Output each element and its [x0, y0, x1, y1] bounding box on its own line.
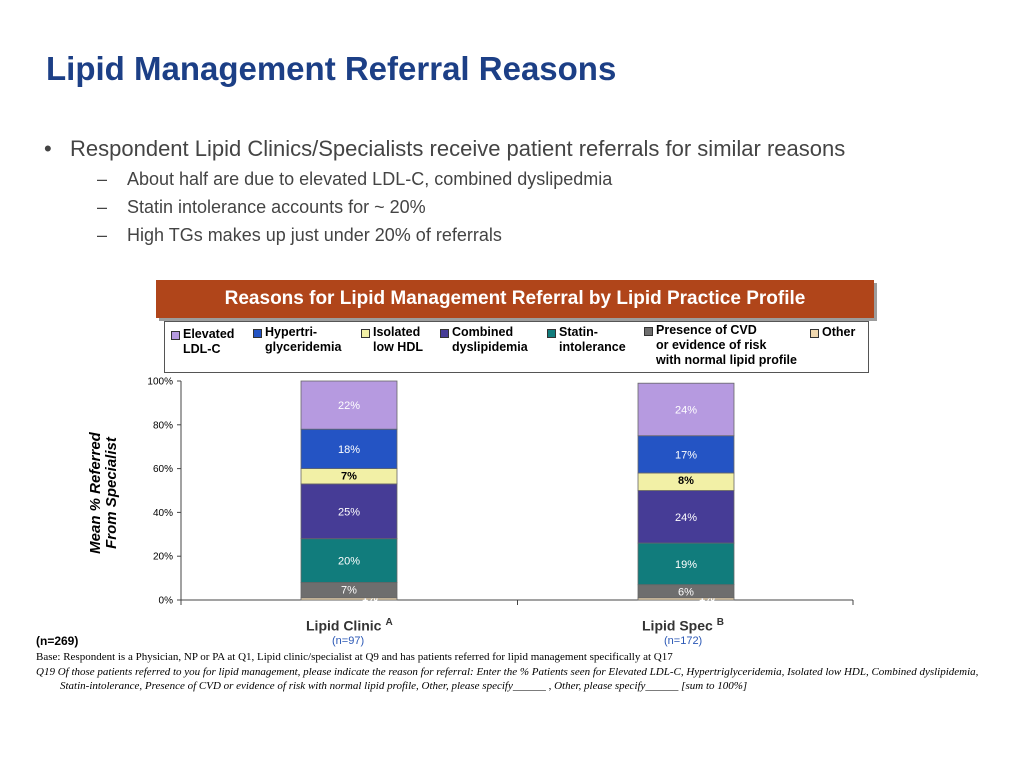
- sub-bullet-marker: –: [97, 197, 108, 217]
- legend-swatch: [171, 331, 180, 340]
- legend-swatch: [440, 329, 449, 338]
- bar-data-label: 8%: [678, 475, 694, 487]
- bar-data-label: 24%: [675, 404, 697, 416]
- sub-bullet-marker: –: [97, 225, 108, 245]
- legend-swatch: [361, 329, 370, 338]
- bar-data-label: 7%: [341, 584, 357, 596]
- sub-bullet-text: Statin intolerance accounts for ~ 20%: [127, 197, 426, 217]
- legend-item-hypertriglyceridemia: Hypertri-glyceridemia: [253, 325, 341, 355]
- y-tick-label: 20%: [153, 552, 173, 563]
- bar-segment: [300, 428, 398, 469]
- question-note: Q19 Of those patients referred to you fo…: [36, 666, 979, 692]
- y-tick-label: 0%: [159, 596, 174, 607]
- bar-data-label: 18%: [338, 444, 360, 456]
- x-category-n: (n=97): [332, 635, 365, 647]
- chart-legend: Elevated LDL-C Hypertri-glyceridemia Isol…: [164, 321, 869, 373]
- bar-segment: [300, 483, 398, 540]
- bar-data-label: 7%: [341, 471, 357, 483]
- y-tick-label: 100%: [147, 377, 173, 388]
- x-category-label: Lipid Clinic: [306, 617, 382, 634]
- legend-label: Elevated LDL-C: [183, 327, 235, 356]
- slide-title: Lipid Management Referral Reasons: [46, 50, 617, 87]
- legend-item-statin-intolerance: Statin-intolerance: [547, 325, 626, 355]
- legend-item-cvd-risk: Presence of CVD or evidence of risk with n…: [644, 323, 797, 368]
- bar-data-label: 17%: [675, 449, 697, 461]
- bar-segment: [300, 380, 398, 430]
- legend-item-isolated-low-hdl: Isolated low HDL: [361, 325, 423, 355]
- legend-swatch: [644, 327, 653, 336]
- legend-label: Combined dyslipidemia: [452, 325, 528, 354]
- legend-label: Presence of CVD or evidence of risk with n…: [656, 323, 797, 367]
- legend-swatch: [810, 329, 819, 338]
- bar-data-label: 22%: [338, 400, 360, 412]
- y-tick-label: 40%: [153, 508, 173, 519]
- y-tick-label: 60%: [153, 464, 173, 475]
- bullet-item: • Respondent Lipid Clinics/Specialists re…: [44, 136, 1014, 162]
- bar-data-label: 6%: [678, 587, 694, 599]
- bar-segment: [637, 382, 735, 437]
- sub-bullet-text: High TGs makes up just under 20% of refe…: [127, 225, 502, 245]
- legend-item-combined-dyslipidemia: Combined dyslipidemia: [440, 325, 528, 355]
- bullet-text: Respondent Lipid Clinics/Specialists rec…: [70, 136, 846, 161]
- legend-label: Other: [822, 325, 856, 339]
- bullet-list: • Respondent Lipid Clinics/Specialists re…: [44, 136, 1014, 246]
- legend-label: Hypertri-glyceridemia: [265, 325, 342, 354]
- y-tick-label: 80%: [153, 420, 173, 431]
- bar-segment: [637, 435, 735, 474]
- base-note: Base: Respondent is a Physician, NP or P…: [36, 651, 673, 663]
- x-category-lipid-clinic: Lipid Clinic A: [306, 617, 393, 634]
- bar-segment: [637, 490, 735, 544]
- sub-bullet-item: – Statin intolerance accounts for ~ 20%: [97, 197, 1014, 218]
- legend-label: Statin-intolerance: [559, 325, 626, 354]
- legend-label: Isolated low HDL: [373, 325, 423, 354]
- x-category-lipid-spec: Lipid Spec B: [642, 617, 724, 634]
- x-category-n: (n=172): [664, 635, 703, 647]
- legend-swatch: [547, 329, 556, 338]
- x-category-superscript: A: [385, 617, 393, 628]
- sub-bullet-item: – About half are due to elevated LDL-C, c…: [97, 169, 1014, 190]
- legend-item-elevated-ldl: Elevated LDL-C: [171, 327, 234, 357]
- legend-item-other: Other: [810, 325, 855, 340]
- bar-data-label: 25%: [338, 506, 360, 518]
- bar-data-label: 19%: [675, 559, 697, 571]
- footnote: (n=269) Base: Respondent is a Physician,…: [36, 634, 996, 693]
- bar-data-label: 24%: [675, 512, 697, 524]
- sub-bullet-text: About half are due to elevated LDL-C, co…: [127, 169, 613, 189]
- total-n: (n=269): [36, 634, 79, 648]
- chart-title-banner: Reasons for Lipid Management Referral by…: [156, 280, 874, 318]
- bar-segment: [637, 542, 735, 586]
- bar-data-label: 20%: [338, 556, 360, 568]
- sub-bullet-item: – High TGs makes up just under 20% of ref…: [97, 225, 1014, 246]
- bullet-marker: •: [44, 136, 52, 161]
- x-category-superscript: B: [716, 617, 725, 628]
- legend-swatch: [253, 329, 262, 338]
- sub-bullet-marker: –: [97, 169, 108, 189]
- bar-segment: [300, 538, 398, 583]
- x-category-label: Lipid Spec: [642, 617, 713, 634]
